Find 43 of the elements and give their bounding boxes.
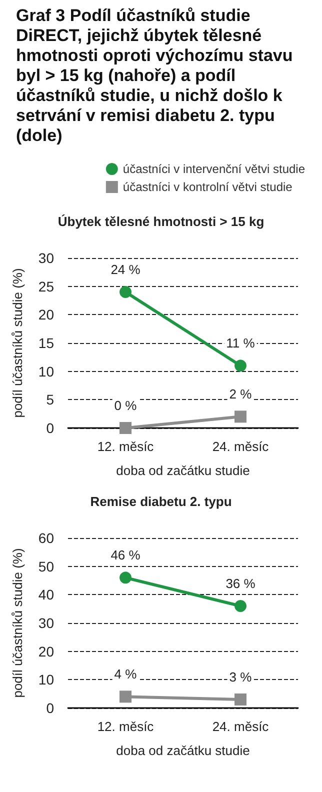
point	[120, 422, 132, 434]
chart-title: Graf 3 Podíl účastníků studie DiRECT, jejichž úbytek tělesné hmotnosti oproti výchozímu stavu byl > 15 kg (nahoře) a podíl účastníků studie, u nichž došlo k setrvání v remisi diabetu 2. typu (dole)	[15, 5, 294, 146]
y-tick-label: 10	[38, 363, 54, 380]
y-axis-title: podíl účastníků studie (%)	[10, 548, 25, 698]
x-axis-title: doba od začátku studie	[116, 743, 250, 758]
data-label: 3 %	[229, 670, 252, 684]
y-tick-label: 40	[38, 586, 54, 603]
point	[120, 286, 132, 298]
y-tick-label: 25	[38, 278, 54, 294]
data-label: 11 %	[226, 336, 256, 351]
point	[234, 600, 246, 612]
data-label: 36 %	[226, 576, 256, 591]
y-tick-label: 0	[46, 420, 54, 436]
point	[120, 572, 132, 584]
y-tick-label: 20	[38, 643, 54, 660]
data-label: 0 %	[114, 398, 138, 413]
data-label: 46 %	[110, 548, 141, 563]
y-tick-label: 5	[46, 392, 54, 408]
data-label: 2 %	[229, 386, 252, 402]
y-axis-title: podíl účastníků studie (%)	[10, 268, 25, 418]
y-tick-label: 10	[38, 672, 54, 688]
x-tick-label: 12. měsíc	[97, 439, 154, 454]
data-label: 4 %	[114, 666, 138, 682]
y-tick-label: 60	[38, 530, 54, 546]
y-tick-label: 30	[38, 250, 54, 266]
legend-label: účastníci v intervenční větvi studie	[122, 162, 306, 176]
x-axis-title: doba od začátku studie	[116, 463, 250, 478]
y-tick-label: 15	[38, 335, 54, 351]
y-tick-label: 30	[38, 615, 54, 631]
x-tick-label: 24. měsíc	[212, 439, 270, 454]
x-tick-label: 24. měsíc	[212, 719, 270, 734]
legend-label: účastníci v kontrolní větvi studie	[122, 180, 293, 194]
chart-subtitle: Úbytek tělesné hmotnosti > 15 kg	[58, 214, 264, 229]
point	[234, 694, 246, 706]
data-label: 24 %	[110, 262, 141, 277]
y-tick-label: 50	[38, 558, 54, 574]
y-tick-label: 20	[38, 306, 54, 323]
point	[234, 410, 246, 423]
chart-title: Remise diabetu 2. typu	[90, 494, 232, 509]
y-tick-label: 0	[46, 700, 54, 716]
x-tick-label: 12. měsíc	[97, 719, 154, 734]
point	[234, 360, 246, 372]
point	[120, 690, 132, 703]
